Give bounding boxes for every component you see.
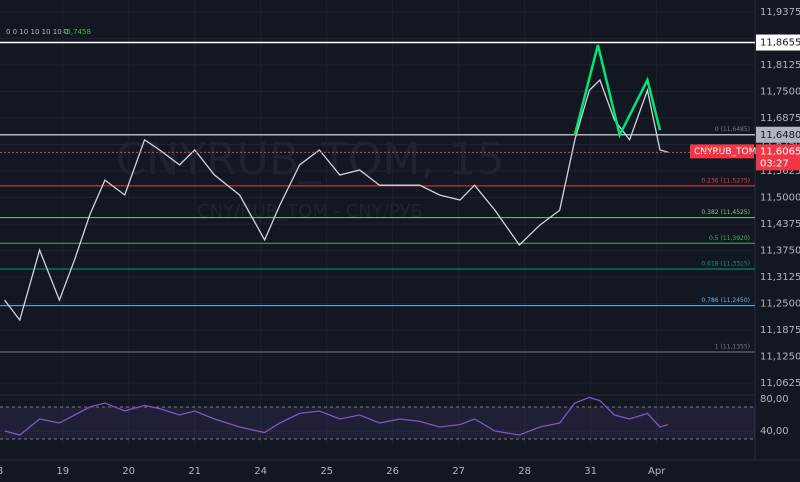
x-tick-label: 28 [518, 466, 531, 477]
watermark-subtitle: CNY/RUB_TOM - CNY/РУБ [197, 201, 423, 222]
fib-label: 0 (11,6485) [715, 126, 750, 133]
fib-label: 0.618 (11,3315) [701, 260, 750, 267]
x-tick-label: 25 [320, 466, 333, 477]
y-tick-label: 11,3125 [760, 272, 800, 283]
y-tick-label: 11,1250 [760, 352, 800, 363]
watermark: CNYRUB_TOM, 15 [116, 134, 505, 185]
y-tick-label: 11,2500 [760, 299, 800, 310]
pattern-line [573, 44, 662, 139]
indicator-text: 0 0 10 10 10 10 0 [6, 28, 68, 36]
countdown: 03:27 [760, 158, 789, 169]
x-tick-label: 26 [386, 466, 399, 477]
price-tag [756, 126, 800, 143]
y-tick-label: 11,7500 [760, 87, 800, 98]
fib-label: 0.5 (11,3920) [709, 235, 750, 242]
y-tick-label: 11,5000 [760, 193, 800, 204]
x-tick-label: 19 [56, 466, 69, 477]
price-tag-label: 11,8655 [760, 38, 800, 49]
y-tick-label: 11,0625 [760, 378, 800, 389]
y-tick-label: 11,9375 [760, 7, 800, 18]
fib-label: 0.236 (11,5275) [701, 177, 750, 184]
y-tick-label: 40,00 [760, 426, 789, 437]
y-tick-label: 80,00 [760, 394, 789, 405]
x-tick-label: Apr [648, 466, 666, 477]
x-tick-label: 24 [254, 466, 267, 477]
indicator-value: 45,7458 [62, 28, 91, 36]
x-tick-label: 18 [0, 466, 3, 477]
price-line [4, 78, 669, 322]
fib-label: 0.382 (11,4525) [701, 209, 750, 216]
x-tick-label: 27 [452, 466, 465, 477]
price-line [4, 396, 669, 436]
last-price-tag [756, 144, 800, 171]
y-tick-label: 11,1875 [760, 325, 800, 336]
y-tick-label: 11,8125 [760, 60, 800, 71]
fib-label: 0.786 (11,2450) [701, 297, 750, 304]
price-tag-label: 11,6480 [760, 130, 800, 141]
y-tick-label: 11,6875 [760, 113, 800, 124]
x-tick-label: 21 [188, 466, 201, 477]
y-tick-label: 11,5625 [760, 166, 800, 177]
rsi-band [0, 407, 755, 439]
x-tick-label: 31 [584, 466, 597, 477]
fib-label: 1 (11,1355) [715, 344, 750, 351]
last-price-label: 11,6065 [760, 146, 800, 157]
x-tick-label: 20 [122, 466, 135, 477]
price-tag [756, 34, 800, 51]
y-tick-label: 11,3750 [760, 246, 800, 257]
series-tag [690, 144, 754, 159]
y-tick-label: 11,4375 [760, 219, 800, 230]
